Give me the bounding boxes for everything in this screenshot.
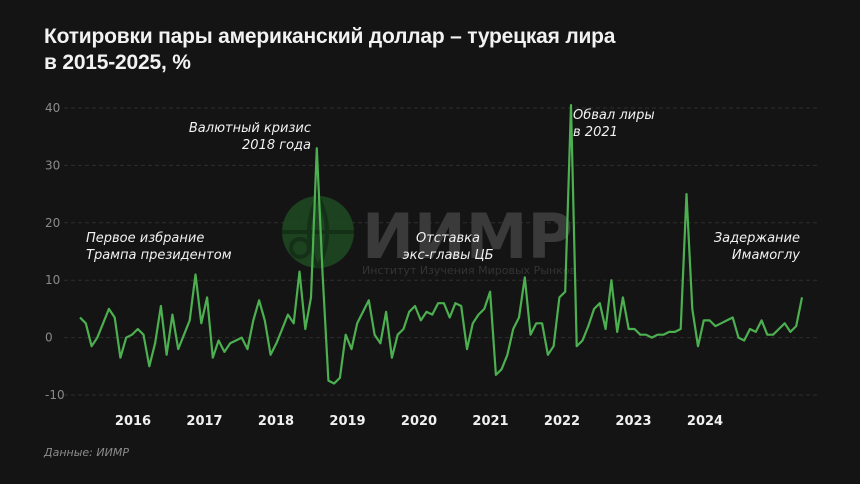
- annotation-line: в 2021: [573, 125, 618, 140]
- title-line-2: в 2015-2025, %: [44, 51, 191, 74]
- chart-title: Котировки пары американский доллар – тур…: [44, 24, 615, 76]
- annotation: Отставка экс-главы ЦБ: [403, 231, 494, 263]
- annotation: Валютный кризис 2018 года: [189, 121, 311, 153]
- x-tick-label: 2020: [401, 414, 437, 429]
- annotation: Первое избрание Трампа президентом: [86, 231, 232, 263]
- x-tick-label: 2024: [687, 414, 723, 429]
- y-tick-label: 40: [45, 101, 60, 115]
- annotation-line: Обвал лиры: [573, 108, 655, 123]
- globe-logo-icon: [282, 195, 354, 269]
- annotation-line: Трампа президентом: [86, 248, 232, 263]
- watermark-subtitle: Институт Изучения Мировых Рынков: [362, 264, 576, 277]
- title-line-1: Котировки пары американский доллар – тур…: [44, 25, 616, 48]
- x-tick-label: 2021: [472, 414, 508, 429]
- annotation: Обвал лиры в 2021: [573, 108, 655, 140]
- x-tick-label: 2023: [615, 414, 651, 429]
- annotation-line: Задержание: [714, 231, 800, 246]
- annotation-line: Валютный кризис: [189, 121, 311, 136]
- annotations: Первое избрание Трампа президентом Валютны…: [86, 108, 800, 263]
- y-tick-label: 30: [45, 158, 60, 172]
- series-line: [79, 103, 804, 385]
- x-tick-label: 2016: [115, 414, 151, 429]
- annotation-line: Отставка: [416, 231, 480, 246]
- data-source: Данные: ИИМР: [44, 446, 129, 459]
- x-tick-label: 2019: [329, 414, 365, 429]
- y-tick-label: 0: [45, 331, 53, 345]
- annotation-line: 2018 года: [242, 138, 311, 153]
- annotation: Задержание Имамоглу: [714, 231, 800, 263]
- x-tick-label: 2022: [544, 414, 580, 429]
- annotation-line: Имамоглу: [732, 248, 800, 263]
- annotation-line: Первое избрание: [86, 231, 204, 246]
- x-tick-label: 2017: [186, 414, 222, 429]
- y-tick-label: 10: [45, 273, 60, 287]
- y-tick-label: -10: [45, 388, 65, 402]
- x-axis: 2016 2017 2018 2019 2020 2021 2022 2023 2024: [115, 414, 723, 429]
- y-axis: 40 30 20 10 0 -10: [45, 101, 65, 402]
- y-tick-label: 20: [45, 216, 60, 230]
- x-tick-label: 2018: [258, 414, 294, 429]
- watermark-logo-text: ИИМР: [362, 200, 573, 273]
- gridlines: [64, 107, 820, 396]
- annotation-line: экс-главы ЦБ: [403, 248, 494, 263]
